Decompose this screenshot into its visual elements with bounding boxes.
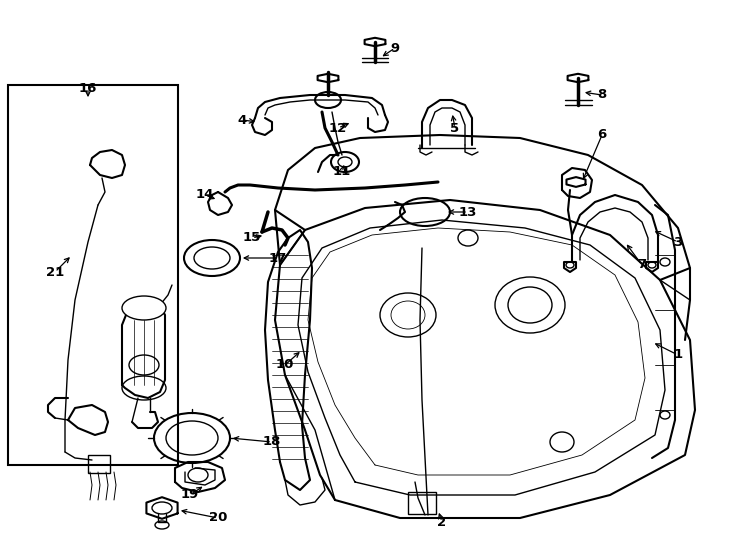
Text: 11: 11 (333, 165, 351, 179)
Ellipse shape (122, 296, 166, 320)
Bar (88, 455, 110, 473)
Text: 21: 21 (46, 266, 64, 279)
Text: 18: 18 (263, 435, 281, 449)
Text: 13: 13 (459, 206, 477, 219)
Text: 4: 4 (237, 113, 247, 126)
Text: 17: 17 (269, 252, 287, 265)
Text: 3: 3 (673, 235, 683, 248)
Bar (8, 85, 178, 465)
Text: 19: 19 (181, 489, 199, 502)
Text: 10: 10 (276, 359, 294, 372)
Text: 6: 6 (597, 129, 606, 141)
Text: 8: 8 (597, 89, 606, 102)
Text: 16: 16 (79, 82, 97, 94)
Text: 7: 7 (637, 259, 647, 272)
Text: 20: 20 (208, 511, 228, 524)
Text: 9: 9 (390, 42, 399, 55)
Text: 2: 2 (437, 516, 446, 529)
Text: 5: 5 (451, 122, 459, 134)
Text: 14: 14 (196, 188, 214, 201)
Bar (408, 492, 436, 514)
Text: 15: 15 (243, 232, 261, 245)
Text: 1: 1 (673, 348, 683, 361)
Text: 12: 12 (329, 122, 347, 134)
